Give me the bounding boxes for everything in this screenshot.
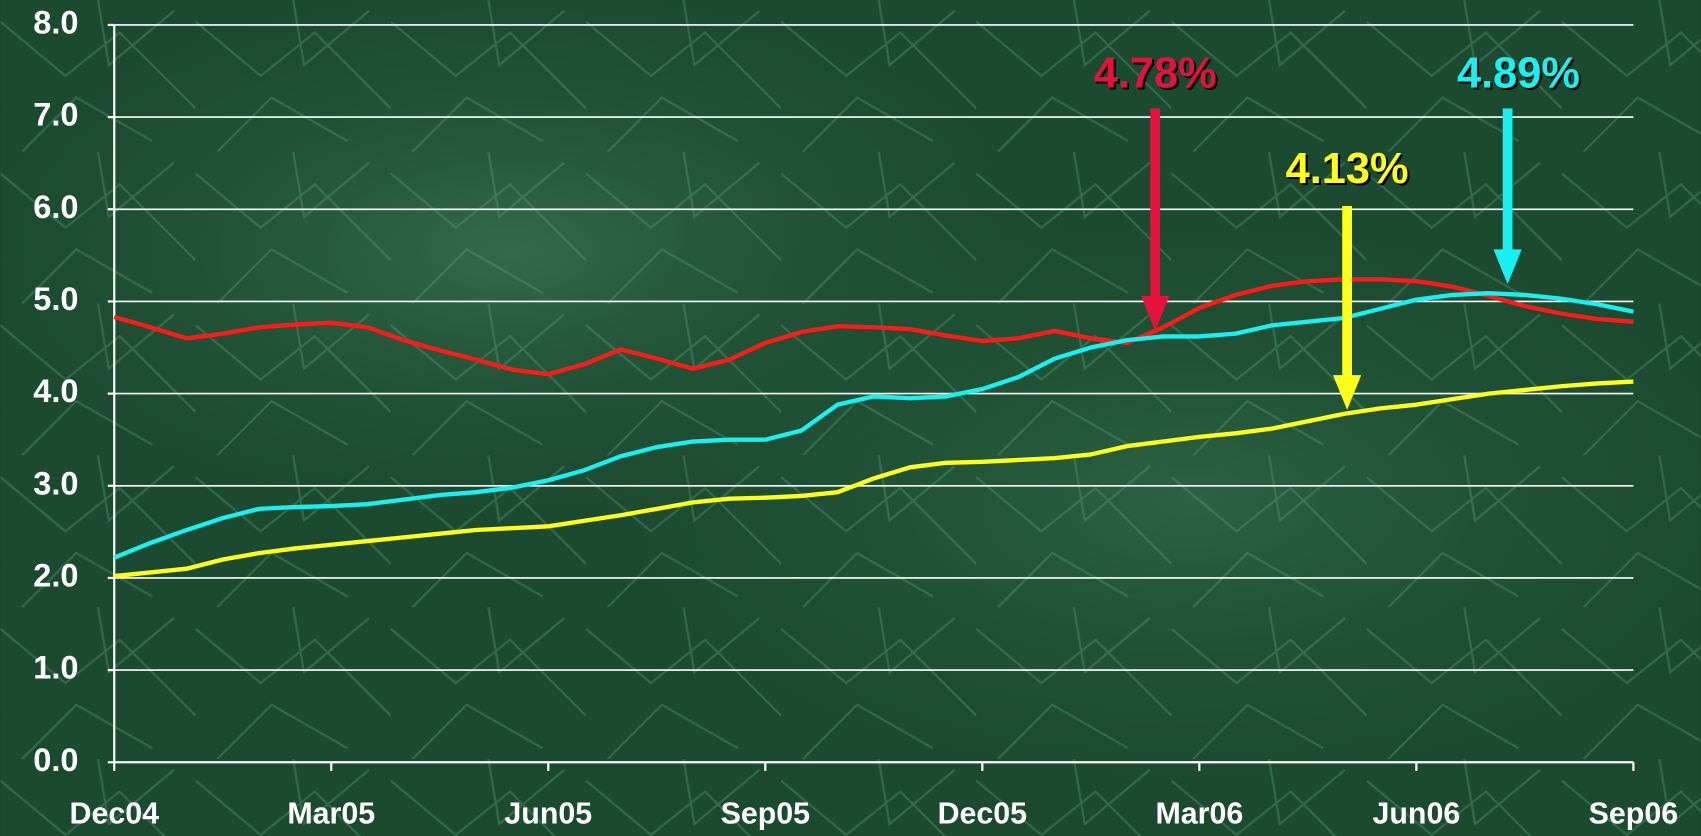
y-tick-label: 2.0 <box>33 558 78 594</box>
line-series <box>113 291 1634 560</box>
annotation-arrowhead <box>1493 249 1522 285</box>
annotation-shadow: 4.13% <box>1288 147 1411 195</box>
x-tick-label: Mar05 <box>287 797 375 830</box>
y-tick-label: 4.0 <box>33 373 78 409</box>
annotation-shadow: 4.89% <box>1459 52 1582 100</box>
line-series <box>114 379 1634 579</box>
x-tick-label: Mar06 <box>1155 797 1243 830</box>
annotation-arrowhead <box>1333 375 1362 410</box>
x-tick-label: Jun06 <box>1372 797 1460 830</box>
y-tick-label: 0.0 <box>33 742 78 778</box>
y-tick-label: 8.0 <box>33 5 78 41</box>
y-tick-label: 3.0 <box>33 465 78 501</box>
annotation: 4.78% <box>1094 49 1217 97</box>
y-tick-label: 7.0 <box>33 97 78 133</box>
x-tick-label: Jun05 <box>504 797 592 830</box>
annotation-arrowhead <box>1141 296 1170 331</box>
y-tick-label: 1.0 <box>33 650 78 686</box>
annotation: 4.13% <box>1286 145 1409 193</box>
x-tick-label: Sep05 <box>721 797 811 830</box>
x-tick-label: Dec04 <box>70 797 160 830</box>
y-tick-label: 6.0 <box>33 189 78 225</box>
line-series <box>113 277 1634 377</box>
annotation: 4.89% <box>1457 49 1580 97</box>
x-tick-label: Dec05 <box>938 797 1028 830</box>
annotation-shadow: 4.78% <box>1096 52 1219 100</box>
y-tick-label: 5.0 <box>33 281 78 317</box>
x-tick-label: Sep06 <box>1589 797 1678 830</box>
